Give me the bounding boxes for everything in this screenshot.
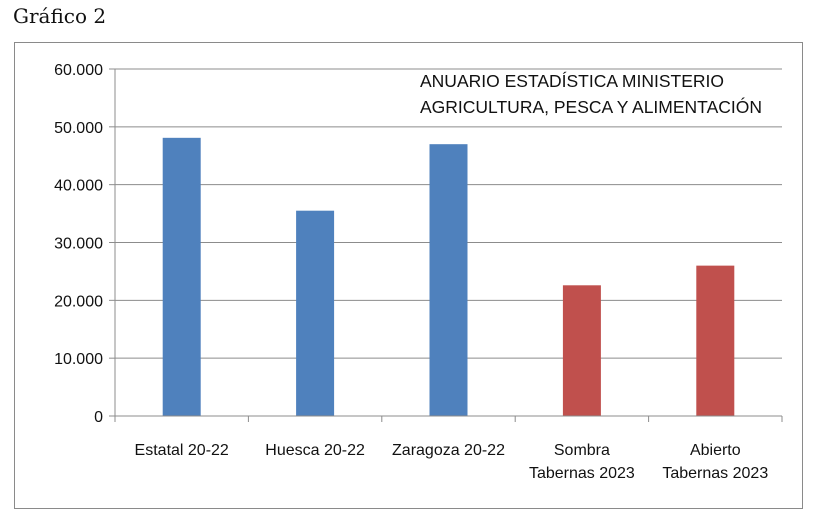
gridlines — [115, 68, 782, 359]
x-category-label: Estatal 20-22 — [135, 442, 229, 459]
y-axis-ticks: 0 10.000 20.000 30.000 40.000 50.000 60.000 — [54, 62, 116, 426]
bar — [296, 210, 335, 416]
x-category-label: Tabernas 2023 — [529, 465, 635, 482]
bar — [562, 285, 601, 416]
y-tick-label: 60.000 — [54, 62, 103, 79]
chart-frame — [14, 42, 803, 509]
bars — [162, 137, 735, 417]
x-axis-labels: Estatal 20-22 Huesca 20-22 Zaragoza 20-22 S… — [135, 442, 769, 482]
bar — [429, 144, 468, 416]
annotation-line: AGRICULTURA, PESCA Y ALIMENTACIÓN — [420, 96, 762, 117]
source-annotation: ANUARIO ESTADÍSTICA MINISTERIO AGRICULTUR… — [420, 71, 762, 117]
x-axis — [114, 415, 783, 422]
y-tick-label: 40.000 — [54, 178, 103, 195]
x-category-label: Sombra — [554, 442, 610, 459]
y-tick-label: 20.000 — [54, 293, 103, 310]
x-category-label: Tabernas 2023 — [662, 465, 768, 482]
y-tick-label: 30.000 — [54, 236, 103, 253]
annotation-line: ANUARIO ESTADÍSTICA MINISTERIO — [420, 71, 724, 91]
bar — [696, 265, 735, 416]
y-tick-label: 0 — [94, 409, 103, 426]
figure-caption: Gráfico 2 — [13, 4, 107, 28]
bar — [162, 137, 201, 417]
y-tick-label: 50.000 — [54, 120, 103, 137]
x-category-label: Zaragoza 20-22 — [392, 442, 505, 459]
y-tick-label: 10.000 — [54, 351, 103, 368]
x-category-label: Huesca 20-22 — [265, 442, 365, 459]
x-category-label: Abierto — [690, 442, 741, 459]
